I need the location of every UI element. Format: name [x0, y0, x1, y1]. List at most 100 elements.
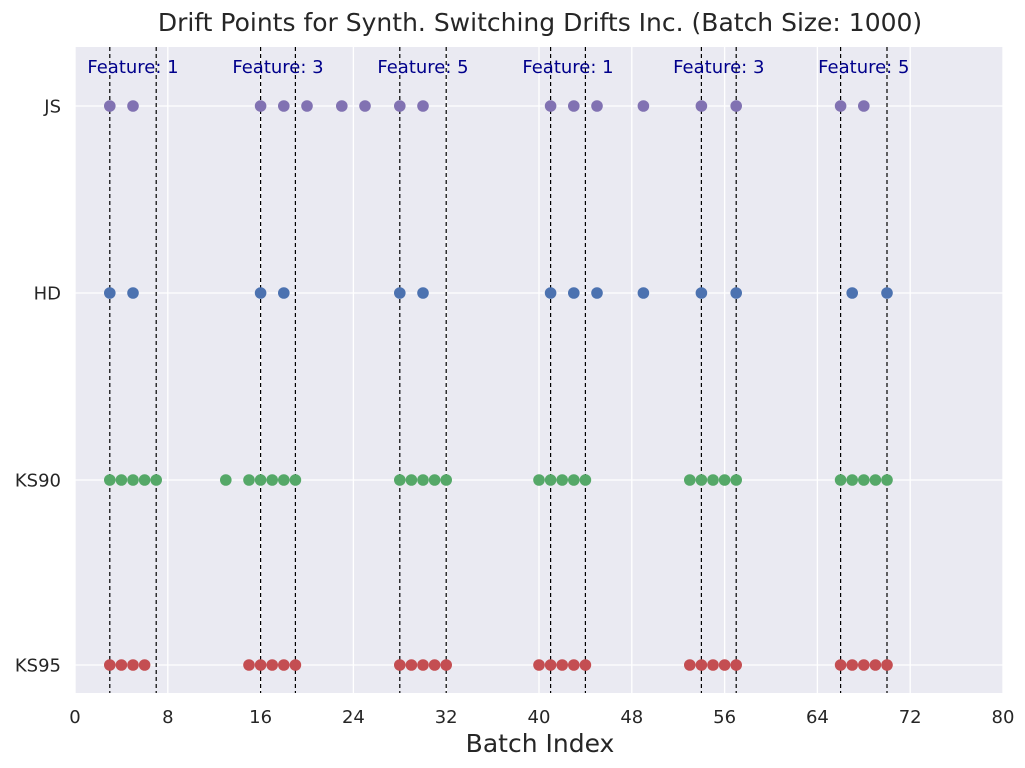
drift-point [544, 474, 557, 486]
drift-point [637, 287, 650, 299]
y-tick-label: KS90 [15, 471, 61, 492]
x-tick-label: 0 [69, 707, 80, 728]
drift-point [127, 287, 139, 299]
drift-point [556, 659, 568, 671]
drift-point [394, 100, 406, 112]
drift-point [428, 659, 441, 671]
feature-switch-lines [109, 47, 888, 693]
drift-point [359, 100, 371, 112]
drift-point [858, 659, 870, 671]
y-tick-labels: KS95 KS90 HD JS [15, 97, 61, 677]
x-tick-label: 56 [713, 707, 736, 728]
drift-point [278, 474, 290, 486]
drift-point [104, 659, 116, 671]
drift-point [846, 474, 858, 486]
drift-point [533, 474, 545, 486]
drift-point [417, 474, 429, 486]
drift-point [684, 474, 696, 486]
x-axis-label: Batch Index [466, 729, 615, 758]
drift-point [568, 659, 580, 671]
drift-point [858, 100, 870, 112]
x-tick-label: 72 [899, 707, 922, 728]
drift-point [336, 100, 348, 112]
x-tick-label: 80 [992, 707, 1015, 728]
series-js [104, 100, 870, 112]
x-tick-labels: 0 8 16 24 32 40 48 56 64 72 80 [69, 707, 1014, 728]
drift-point [289, 659, 302, 671]
drift-point [881, 474, 893, 486]
feature-annotation: Feature: 3 [232, 57, 323, 78]
drift-point [405, 659, 418, 671]
drift-point [394, 474, 406, 486]
drift-point [127, 474, 139, 486]
drift-point [637, 100, 650, 112]
drift-point [394, 287, 406, 299]
drift-point [150, 474, 162, 486]
drift-point [104, 474, 116, 486]
drift-point [278, 287, 290, 299]
drift-point [730, 659, 742, 671]
drift-point [544, 287, 557, 299]
drift-point [730, 474, 742, 486]
drift-point [104, 287, 116, 299]
drift-point [394, 659, 406, 671]
drift-point [881, 659, 893, 671]
drift-point [730, 287, 742, 299]
drift-point [730, 100, 742, 112]
drift-point [138, 659, 151, 671]
x-tick-label: 64 [806, 707, 829, 728]
x-tick-label: 40 [528, 707, 551, 728]
drift-point [568, 287, 580, 299]
y-tick-label: KS95 [15, 656, 61, 677]
chart-title: Drift Points for Synth. Switching Drifts… [158, 8, 922, 37]
drift-point [707, 474, 719, 486]
drift-point [440, 659, 453, 671]
drift-point [718, 659, 731, 671]
drift-point [115, 474, 128, 486]
drift-point [869, 659, 882, 671]
series-ks90 [104, 474, 893, 486]
drift-point [695, 474, 708, 486]
drift-point [707, 659, 719, 671]
drift-point [568, 100, 580, 112]
drift-point [869, 474, 882, 486]
drift-point [428, 474, 441, 486]
drift-point [544, 100, 557, 112]
x-tick-label: 32 [435, 707, 458, 728]
series-hd [104, 287, 893, 299]
drift-point [846, 659, 858, 671]
drift-point [266, 659, 279, 671]
feature-annotations: Feature: 1 Feature: 3 Feature: 5 Feature: 1… [87, 57, 909, 78]
drift-point [881, 287, 893, 299]
drift-point [718, 474, 731, 486]
drift-point [127, 100, 139, 112]
drift-point [834, 474, 847, 486]
drift-point [695, 659, 708, 671]
drift-point [695, 100, 708, 112]
feature-annotation: Feature: 3 [673, 57, 764, 78]
drift-point [544, 659, 557, 671]
drift-point [243, 474, 255, 486]
drift-point [301, 100, 313, 112]
drift-point [254, 287, 267, 299]
drift-point [440, 474, 453, 486]
drift-point [254, 474, 267, 486]
drift-point [695, 287, 708, 299]
drift-point [579, 474, 592, 486]
drift-point [858, 474, 870, 486]
y-tick-label: HD [34, 284, 61, 305]
drift-point [834, 100, 847, 112]
drift-point [289, 474, 302, 486]
feature-annotation: Feature: 1 [87, 57, 178, 78]
drift-point [579, 659, 592, 671]
drift-point [568, 474, 580, 486]
drift-point [417, 659, 429, 671]
drift-point [417, 287, 429, 299]
x-tick-label: 24 [342, 707, 365, 728]
drift-point [104, 100, 116, 112]
drift-point [266, 474, 279, 486]
series-ks95 [104, 659, 893, 671]
drift-point [556, 474, 568, 486]
drift-points [104, 100, 893, 671]
